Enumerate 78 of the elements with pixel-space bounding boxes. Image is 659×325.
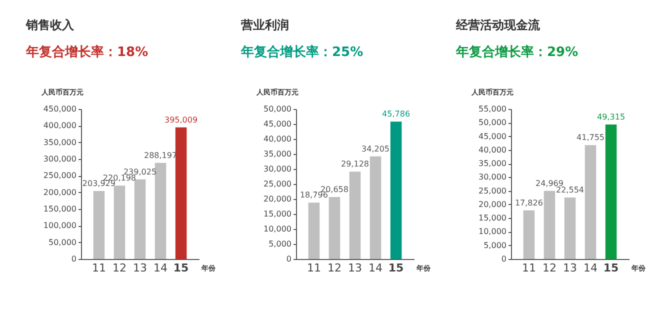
bar (328, 197, 340, 259)
x-tick-label: 14 (584, 262, 598, 274)
y-tick-label: 10,000 (478, 227, 506, 236)
x-tick-label: 14 (154, 262, 168, 274)
bar (523, 210, 535, 259)
y-tick-label: 20,000 (264, 194, 292, 204)
y-tick-label: 40,000 (478, 145, 506, 154)
y-tick-label: 100,000 (43, 221, 76, 230)
chart-subtitle: 年复合增长率：25% (240, 44, 364, 60)
y-tick-label: 45,000 (478, 132, 506, 141)
y-tick-label: 10,000 (264, 224, 292, 234)
bar (175, 127, 187, 259)
y-tick-label: 0 (501, 254, 506, 264)
y-tick-label: 20,000 (478, 200, 506, 209)
data-label: 22,554 (556, 185, 584, 194)
data-label: 17,826 (514, 198, 543, 208)
y-tick-label: 5,000 (484, 240, 506, 250)
y-tick-label: 25,000 (478, 186, 506, 196)
x-tick-label: 12 (112, 262, 126, 274)
data-label: 41,755 (576, 133, 605, 142)
data-label: 34,205 (362, 144, 390, 154)
x-tick-label: 12 (542, 262, 556, 274)
bar (93, 191, 105, 259)
bar (390, 122, 402, 259)
y-tick-label: 50,000 (478, 118, 506, 128)
bar (308, 202, 320, 259)
chart-subtitle: 年复合增长率：18% (25, 44, 148, 60)
y-tick-label: 15,000 (264, 210, 292, 218)
y-tick-label: 30,000 (264, 164, 292, 174)
x-tick-label: 13 (133, 262, 147, 274)
chart-title: 销售收入 (25, 18, 75, 32)
bar (349, 172, 361, 259)
bar (564, 197, 576, 259)
y-tick-label: 50,000 (48, 238, 76, 247)
bar (605, 124, 617, 259)
bar (584, 145, 596, 259)
y-tick-label: 450,000 (43, 104, 76, 114)
y-tick-label: 250,000 (43, 171, 76, 180)
data-label: 45,786 (382, 110, 410, 119)
y-tick-label: 40,000 (264, 134, 292, 144)
y-tick-label: 0 (71, 254, 76, 264)
y-tick-label: 55,000 (478, 104, 506, 114)
y-tick-label: 150,000 (43, 204, 76, 214)
y-tick-label: 30,000 (478, 172, 506, 182)
y-tick-label: 200,000 (43, 188, 76, 197)
y-tick-label: 400,000 (43, 121, 76, 130)
chart-title: 营业利润 (240, 18, 289, 32)
chart-title: 经营活动现金流 (455, 18, 541, 32)
y-tick-label: 350,000 (43, 138, 76, 147)
x-tick-label: 11 (306, 262, 321, 274)
x-tick-label: 15 (173, 262, 189, 274)
data-label: 49,315 (597, 112, 626, 122)
bar (544, 190, 556, 259)
x-tick-label: 14 (368, 262, 383, 274)
bar (134, 179, 146, 259)
y-tick-label: 15,000 (478, 214, 506, 223)
y-tick-label: 300,000 (43, 154, 76, 164)
y-tick-label: 45,000 (264, 120, 292, 128)
y-tick-label: 5,000 (268, 240, 292, 248)
data-label: 24,969 (535, 178, 564, 188)
chart-subtitle: 年复合增长率：29% (455, 44, 578, 60)
x-tick-label: 11 (522, 262, 536, 274)
y-tick-label: 25,000 (264, 180, 292, 188)
bar (370, 156, 382, 259)
x-tick-label: 11 (92, 262, 106, 274)
y-tick-label: 50,000 (264, 104, 292, 114)
y-tick-label: 35,000 (264, 150, 292, 158)
x-tick-label: 13 (563, 262, 577, 274)
x-tick-label: 12 (327, 262, 342, 274)
x-tick-label: 13 (348, 262, 362, 274)
x-tick-label: 15 (603, 262, 619, 274)
y-tick-label: 0 (286, 254, 292, 264)
y-tick-label: 35,000 (478, 159, 506, 168)
bar (114, 186, 126, 259)
data-label: 29,128 (341, 160, 369, 169)
data-label: 395,009 (164, 115, 198, 124)
x-tick-label: 15 (388, 262, 404, 274)
bar (154, 162, 166, 259)
